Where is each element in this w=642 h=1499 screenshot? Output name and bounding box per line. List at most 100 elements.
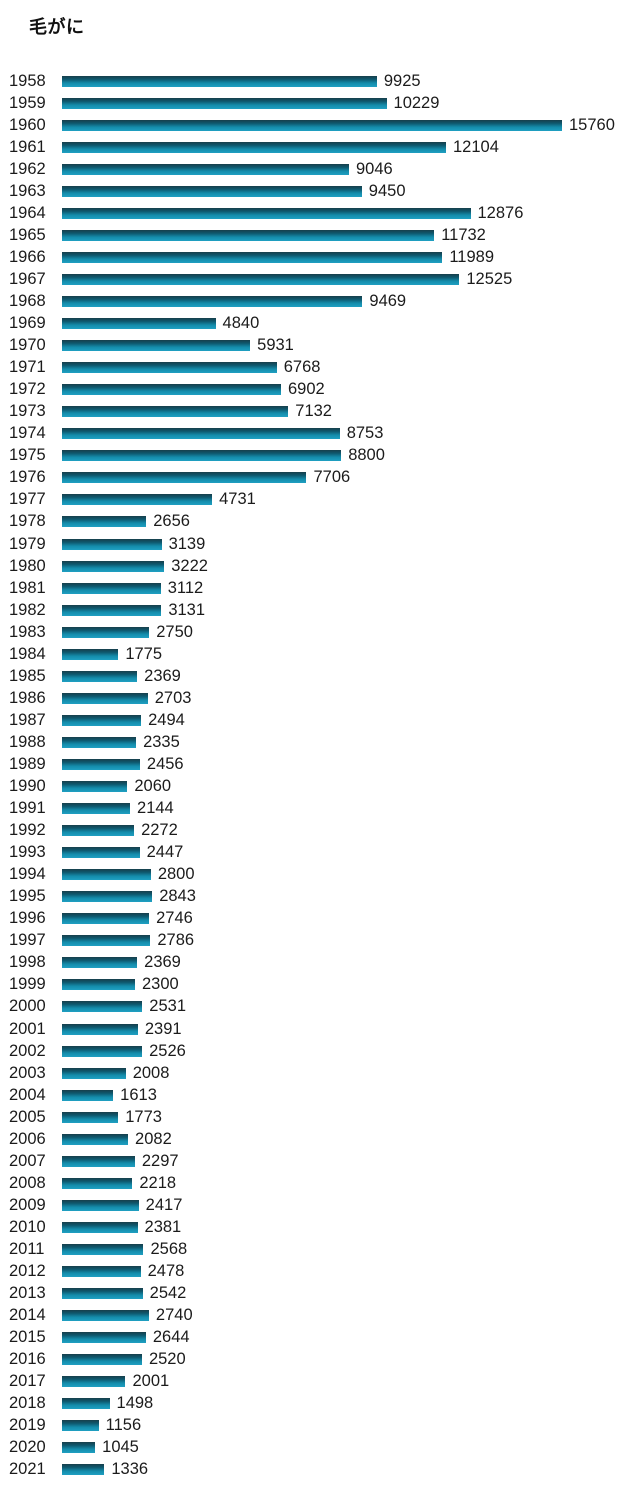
bar: [62, 1420, 99, 1432]
chart-row: 1992 2272: [0, 820, 642, 842]
value-label: 2008: [132, 1063, 170, 1082]
chart-row: 1997 2786: [0, 930, 642, 952]
year-label: 1977: [9, 490, 46, 509]
value-label: 2531: [149, 997, 187, 1016]
year-label: 2018: [9, 1394, 46, 1413]
chart-row: 2017 2001: [0, 1371, 642, 1393]
value-label: 3131: [168, 600, 206, 619]
chart-row: 1962 9046: [0, 158, 642, 180]
chart-row: 1974 8753: [0, 423, 642, 445]
year-label: 2013: [9, 1284, 46, 1303]
value-label: 4840: [222, 314, 260, 333]
year-label: 2004: [9, 1085, 46, 1104]
chart-row: 1978 2656: [0, 511, 642, 533]
year-label: 1971: [9, 358, 46, 377]
year-label: 2016: [9, 1350, 46, 1369]
value-label: 2800: [157, 865, 195, 884]
year-label: 1961: [9, 137, 46, 156]
chart-row: 2007 2297: [0, 1150, 642, 1172]
bar: [62, 714, 142, 726]
value-label: 2297: [141, 1151, 179, 1170]
bar: [62, 494, 213, 506]
bar: [62, 582, 161, 594]
chart-row: 1996 2746: [0, 908, 642, 930]
year-label: 1993: [9, 843, 46, 862]
year-label: 1975: [9, 446, 46, 465]
chart-row: 1986 2703: [0, 687, 642, 709]
year-label: 1990: [9, 777, 46, 796]
year-label: 1962: [9, 159, 46, 178]
chart-row: 2019 1156: [0, 1415, 642, 1437]
year-label: 1970: [9, 336, 46, 355]
value-label: 2218: [139, 1173, 177, 1192]
chart-row: 2000 2531: [0, 996, 642, 1018]
value-label: 11989: [449, 247, 495, 266]
year-label: 1968: [9, 291, 46, 310]
chart-row: 1977 4731: [0, 489, 642, 511]
value-label: 15760: [569, 115, 615, 134]
year-label: 1996: [9, 909, 46, 928]
value-label: 2391: [144, 1019, 182, 1038]
chart-row: 1987 2494: [0, 709, 642, 731]
bar: [62, 758, 140, 770]
chart-row: 2020 1045: [0, 1437, 642, 1459]
value-label: 12104: [453, 137, 499, 156]
value-label: 6902: [287, 380, 325, 399]
chart-row: 1993 2447: [0, 842, 642, 864]
chart-row: 2021 1336: [0, 1459, 642, 1481]
year-label: 2020: [9, 1438, 46, 1457]
bar: [62, 340, 251, 352]
chart-row: 1970 5931: [0, 335, 642, 357]
chart-row: 1981 3112: [0, 577, 642, 599]
value-label: 2526: [149, 1041, 186, 1060]
year-label: 1979: [9, 534, 46, 553]
chart-row: 2006 2082: [0, 1128, 642, 1150]
year-label: 2005: [9, 1107, 46, 1126]
bar: [62, 957, 138, 969]
value-label: 2494: [148, 710, 185, 729]
chart-row: 1991 2144: [0, 798, 642, 820]
bar: [62, 229, 435, 241]
bar: [62, 670, 138, 682]
value-label: 2369: [144, 953, 181, 972]
chart-row: 1994 2800: [0, 864, 642, 886]
chart-row: 1990 2060: [0, 776, 642, 798]
value-label: 2568: [150, 1240, 188, 1258]
year-label: 2002: [9, 1041, 46, 1060]
year-label: 2014: [9, 1306, 46, 1325]
bar: [62, 1221, 138, 1233]
year-label: 1995: [9, 887, 46, 906]
year-label: 1964: [9, 203, 46, 222]
bar: [62, 1332, 146, 1344]
bar: [62, 318, 216, 330]
year-label: 2008: [9, 1173, 46, 1192]
value-label: 2082: [135, 1129, 172, 1148]
value-label: 11732: [441, 225, 486, 244]
value-label: 1336: [111, 1460, 149, 1479]
bar: [62, 626, 150, 638]
chart-row: 1961 12104: [0, 136, 642, 158]
year-label: 2017: [9, 1372, 46, 1391]
value-label: 3139: [168, 534, 206, 553]
bar: [62, 406, 289, 418]
bar: [62, 1199, 139, 1211]
bar: [62, 935, 151, 947]
value-label: 1045: [102, 1438, 139, 1457]
bar: [62, 979, 135, 991]
value-label: 9046: [355, 159, 393, 178]
chart-row: 1964 12876: [0, 202, 642, 224]
value-label: 2478: [147, 1262, 185, 1281]
year-label: 1965: [9, 225, 46, 244]
year-label: 2006: [9, 1129, 46, 1148]
value-label: 1156: [105, 1416, 142, 1435]
bar: [62, 1288, 143, 1300]
chart-row: 1998 2369: [0, 952, 642, 974]
bar: [62, 1111, 119, 1123]
chart-row: 1971 6768: [0, 357, 642, 379]
year-label: 2011: [9, 1240, 45, 1258]
year-label: 2001: [9, 1019, 46, 1038]
value-label: 2335: [143, 732, 180, 751]
value-label: 2656: [153, 512, 190, 531]
bar: [62, 273, 460, 285]
